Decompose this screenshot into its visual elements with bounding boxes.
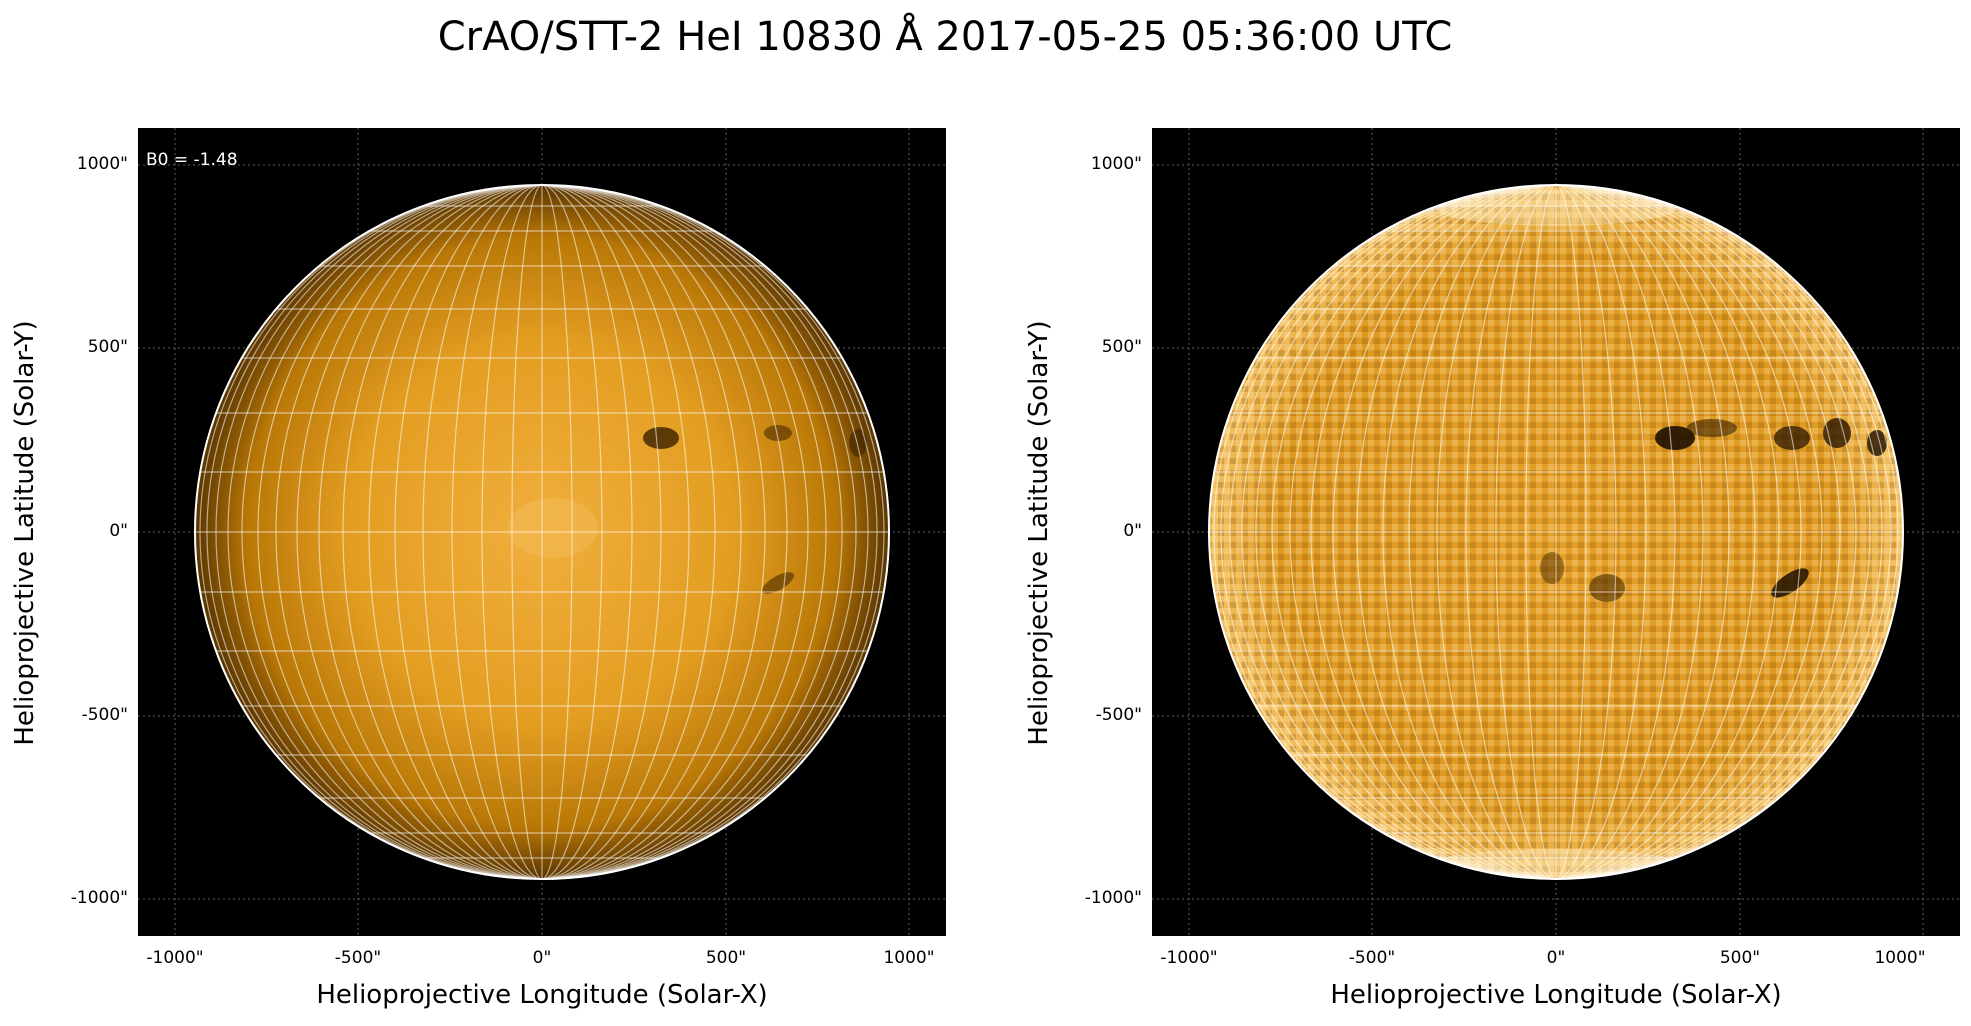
- left-ytick-0: 0": [109, 521, 128, 541]
- right-ytick-500: 500": [1101, 337, 1142, 357]
- right-xtick-0: 0": [1546, 948, 1566, 968]
- right-xtick-500: 500": [1719, 948, 1761, 968]
- left-ytick-neg1000: -1000": [70, 888, 128, 908]
- left-ytick-neg500: -500": [81, 705, 128, 725]
- left-xtick-0: 0": [532, 948, 552, 968]
- right-ytick-1000: 1000": [1090, 154, 1142, 174]
- left-y-axis-label: Helioprojective Latitude (Solar-Y): [10, 320, 40, 746]
- right-y-axis-label: Helioprojective Latitude (Solar-Y): [1024, 320, 1054, 746]
- right-solar-disk: [1152, 128, 1960, 936]
- left-ytick-500: 500": [87, 337, 128, 357]
- left-xtick-500: 500": [705, 948, 747, 968]
- left-solar-image-panel: B0 = -1.48: [138, 128, 946, 936]
- left-xtick-neg1000: -1000": [146, 948, 204, 968]
- left-solar-disk: [138, 128, 946, 936]
- right-ytick-neg500: -500": [1095, 705, 1142, 725]
- left-xtick-1000: 1000": [883, 948, 935, 968]
- left-ytick-1000: 1000": [76, 154, 128, 174]
- figure-title: CrAO/STT-2 HeI 10830 Å 2017-05-25 05:36:…: [437, 14, 1453, 60]
- right-xtick-neg500: -500": [1348, 948, 1396, 968]
- left-x-axis-label: Helioprojective Longitude (Solar-X): [316, 980, 768, 1010]
- right-xtick-1000: 1000": [1874, 948, 1926, 968]
- right-solar-image-panel: [1152, 128, 1960, 936]
- right-x-axis-label: Helioprojective Longitude (Solar-X): [1330, 980, 1782, 1010]
- b0-annotation: B0 = -1.48: [146, 150, 238, 170]
- right-ytick-0: 0": [1123, 521, 1142, 541]
- right-ytick-neg1000: -1000": [1084, 888, 1142, 908]
- left-xtick-neg500: -500": [334, 948, 382, 968]
- right-xtick-neg1000: -1000": [1160, 948, 1218, 968]
